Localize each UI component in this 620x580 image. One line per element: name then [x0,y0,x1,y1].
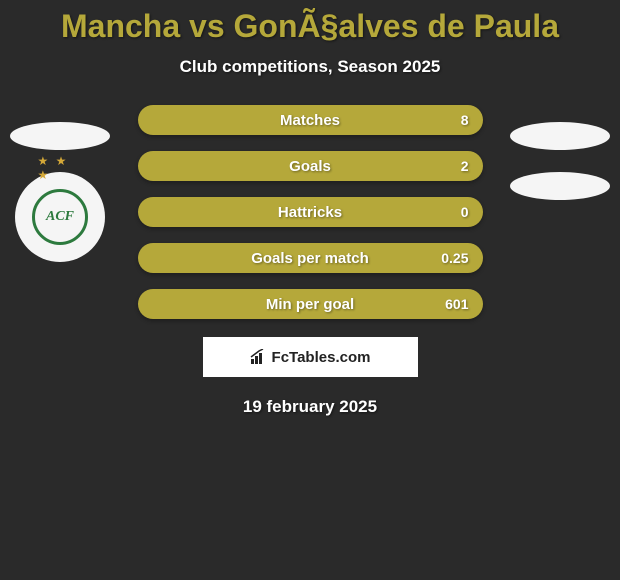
left-column: ★ ★ ★ ACF [10,122,110,262]
stat-value: 601 [445,296,468,312]
stats-rows: Matches 8 Goals 2 Hattricks 0 Goals per … [138,105,483,319]
stat-value: 0.25 [441,250,468,266]
player-ellipse-right-2 [510,172,610,200]
stat-label: Matches [280,112,340,129]
stat-label: Goals [289,158,331,175]
page-title: Mancha vs GonÃ§alves de Paula [0,8,620,45]
stat-row-goals-per-match: Goals per match 0.25 [138,243,483,273]
stat-label: Hattricks [278,204,342,221]
subtitle: Club competitions, Season 2025 [0,57,620,77]
player-ellipse-right-1 [510,122,610,150]
date: 19 february 2025 [0,397,620,417]
brand-box[interactable]: FcTables.com [203,337,418,377]
club-badge: ★ ★ ★ ACF [15,172,105,262]
badge-inner: ACF [32,189,88,245]
brand-text: FcTables.com [272,349,371,366]
right-column [510,122,610,222]
stat-value: 8 [461,112,469,128]
stat-row-goals: Goals 2 [138,151,483,181]
badge-stars-icon: ★ ★ ★ [38,154,83,182]
stat-row-matches: Matches 8 [138,105,483,135]
stat-row-min-per-goal: Min per goal 601 [138,289,483,319]
chart-icon [250,349,266,365]
stat-row-hattricks: Hattricks 0 [138,197,483,227]
stat-value: 2 [461,158,469,174]
stat-label: Min per goal [266,296,354,313]
badge-text: ACF [46,209,74,225]
stat-value: 0 [461,204,469,220]
stat-label: Goals per match [251,250,369,267]
player-ellipse-left [10,122,110,150]
